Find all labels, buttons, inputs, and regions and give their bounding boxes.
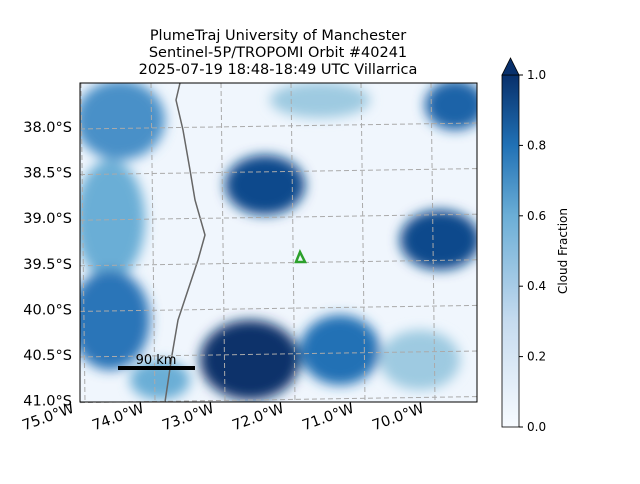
lon-label: 71.0°W: [300, 401, 356, 434]
lat-label: 39.5°S: [23, 257, 72, 273]
lon-label: 72.0°W: [230, 401, 286, 434]
lon-grid-line: [360, 82, 366, 403]
lat-grid-line: [79, 213, 478, 221]
lat-grid-line: [79, 168, 478, 176]
colorbar-extension: [501, 57, 520, 76]
volcano-marker: [294, 248, 308, 264]
lat-label: 40.5°S: [23, 348, 72, 364]
lat-label: 40.0°S: [23, 302, 72, 318]
lat-grid-line: [79, 259, 478, 267]
lat-grid-line: [79, 122, 478, 130]
lat-label: 38.5°S: [23, 166, 72, 182]
scale-bar-label: 90 km: [136, 353, 177, 368]
title-line: Sentinel-5P/TROPOMI Orbit #40241: [149, 45, 407, 61]
title-line: 2025-07-19 18:48-18:49 UTC Villarrica: [139, 62, 418, 78]
lat-label: 41.0°S: [23, 394, 72, 410]
lon-grid-line: [430, 82, 436, 403]
lat-grid-line: [79, 304, 478, 312]
cloud-field: [80, 83, 477, 402]
map-frame: [79, 82, 478, 403]
lat-grid-line: [79, 350, 478, 358]
colorbar-tick-label: 0.2: [527, 350, 546, 364]
colorbar-tick-label: 0.0: [527, 420, 546, 434]
lon-grid-line: [150, 82, 156, 403]
lat-label: 39.0°S: [23, 211, 72, 227]
lon-grid-line: [290, 82, 296, 403]
lon-label: 74.0°W: [90, 401, 146, 434]
title-line: PlumeTraj University of Manchester: [150, 28, 406, 44]
colorbar-tick-label: 0.8: [527, 138, 546, 152]
colorbar-tick-label: 0.4: [527, 279, 546, 293]
colorbar: [501, 74, 520, 428]
colorbar-label: Cloud Fraction: [556, 208, 570, 294]
lon-label: 70.0°W: [370, 401, 426, 434]
lat-label: 38.0°S: [23, 120, 72, 136]
lon-grid-line: [80, 82, 86, 403]
colorbar-tick-label: 1.0: [527, 68, 546, 82]
lon-label: 73.0°W: [160, 401, 216, 434]
lon-grid-line: [220, 82, 226, 403]
colorbar-tick-label: 0.6: [527, 209, 546, 223]
